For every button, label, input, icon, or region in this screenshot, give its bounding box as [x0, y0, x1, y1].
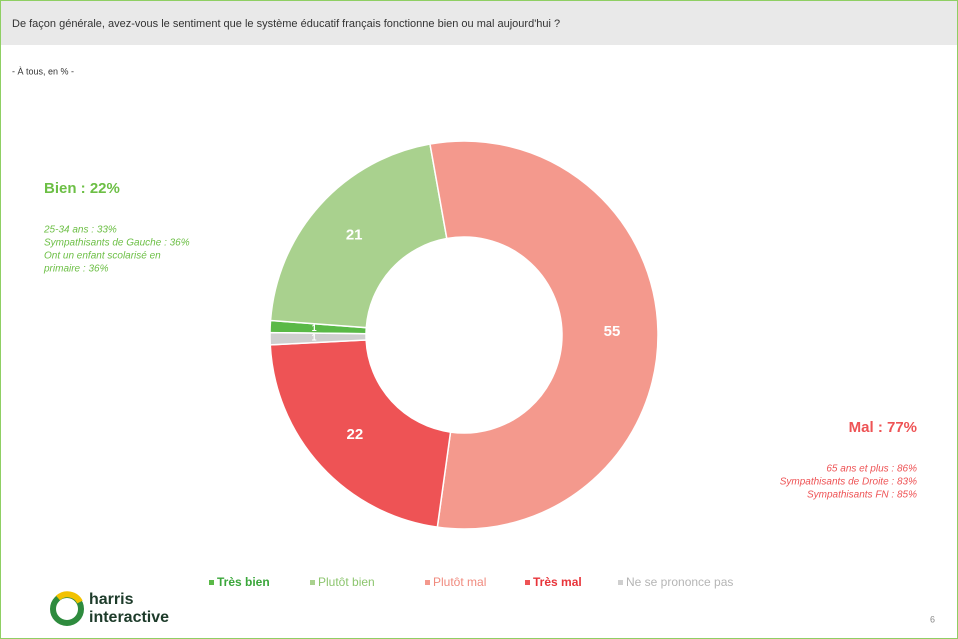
chart-title: De façon générale, avez-vous le sentimen…	[12, 18, 560, 30]
data-label: 22	[347, 426, 364, 443]
logo: harris interactive	[50, 591, 169, 626]
legend-label: Plutôt mal	[433, 575, 486, 589]
legend-marker	[525, 580, 530, 585]
annotation-line: primaire : 36%	[43, 264, 109, 275]
legend-label: Ne se prononce pas	[626, 575, 733, 589]
donut-segment	[429, 140, 659, 530]
logo-text: harris	[89, 591, 134, 608]
annotation-line: 65 ans et plus : 86%	[826, 464, 917, 475]
legend-marker	[310, 580, 315, 585]
annotation-line: 25-34 ans : 33%	[43, 225, 117, 236]
title-bar	[1, 1, 957, 45]
legend-label: Très bien	[217, 575, 270, 589]
donut-segment	[269, 339, 452, 529]
annotation-line: Sympathisants FN : 85%	[807, 490, 917, 501]
annotation-line: Sympathisants de Droite : 83%	[780, 477, 917, 488]
logo-text: interactive	[89, 609, 169, 626]
annotation-title: Bien : 22%	[44, 180, 120, 197]
data-label: 1	[312, 332, 317, 342]
chart-subtitle: - À tous, en % -	[12, 66, 74, 76]
donut-segment	[269, 143, 448, 329]
legend-marker	[209, 580, 214, 585]
annotation-title: Mal : 77%	[849, 419, 917, 436]
legend-label: Très mal	[533, 575, 582, 589]
data-label: 21	[346, 227, 363, 244]
legend-label: Plutôt bien	[318, 575, 375, 589]
legend-marker	[618, 580, 623, 585]
annotation-line: Sympathisants de Gauche : 36%	[44, 238, 190, 249]
annotation-line: Ont un enfant scolarisé en	[44, 251, 161, 262]
data-label: 1	[312, 323, 317, 333]
page-number: 6	[930, 614, 935, 624]
legend-marker	[425, 580, 430, 585]
donut-segment	[269, 331, 367, 346]
data-label: 55	[604, 323, 621, 340]
logo-arc	[55, 591, 83, 604]
